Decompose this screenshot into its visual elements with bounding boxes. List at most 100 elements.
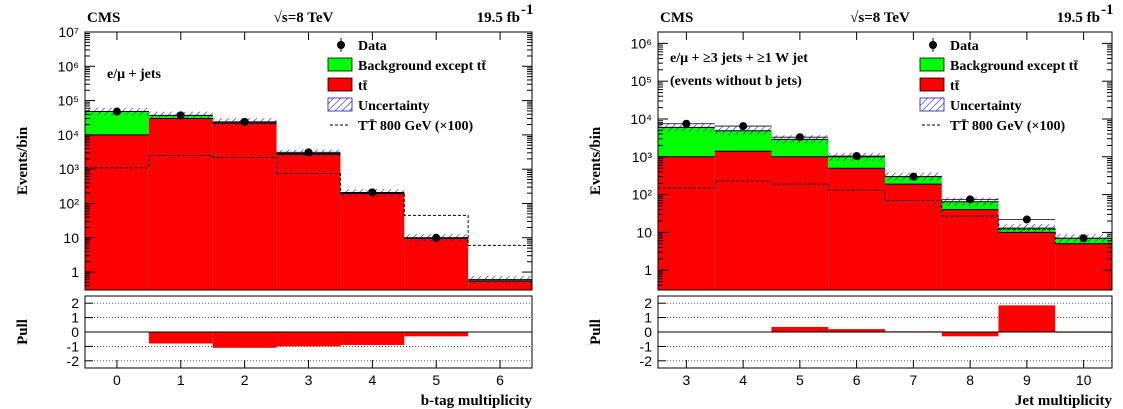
- legend-background-label: Background except tt̄: [358, 59, 487, 74]
- x-tick-label: 10: [1076, 372, 1092, 388]
- x-tick-label: 3: [682, 372, 690, 388]
- y-tick-label: 10: [63, 230, 79, 246]
- x-tick-label: 5: [796, 372, 804, 388]
- data-point-0: [112, 107, 121, 116]
- data-point-2: [240, 117, 249, 126]
- x-tick-label: 2: [241, 372, 249, 388]
- data-point-9: [1022, 215, 1031, 224]
- energy-label: √s=8 TeV: [850, 10, 910, 26]
- cms-label: CMS: [660, 10, 693, 26]
- legend-background-swatch: [919, 57, 945, 72]
- ttbar-bar-5: [771, 156, 829, 290]
- ttbar-bar-4: [714, 151, 772, 290]
- y-tick-label: 10⁷: [58, 24, 79, 40]
- y-tick-label: 10⁵: [631, 73, 652, 89]
- y-tick-label: 10: [636, 224, 652, 240]
- ttbar-bar-10: [1055, 243, 1112, 290]
- data-point-3: [682, 119, 691, 128]
- legend-background-label: Background except tt̄: [950, 59, 1079, 74]
- y-axis-label: Events/bin: [15, 126, 31, 195]
- legend-uncertainty-swatch: [919, 97, 945, 112]
- background-bar-4: [714, 130, 772, 152]
- pull-bar-8: [941, 332, 999, 337]
- data-point-1: [176, 111, 185, 120]
- lumi-exponent: -1: [521, 2, 534, 18]
- data-point-5: [432, 233, 441, 242]
- ttbar-bar-3: [658, 156, 715, 290]
- y-tick-label: 10²: [59, 195, 80, 211]
- y-tick-label: 10²: [632, 187, 653, 203]
- x-tick-label: 1: [177, 372, 185, 388]
- pull-tick-label: 0: [71, 324, 79, 340]
- selection-text: e/μ + jets: [107, 67, 162, 82]
- y-tick-label: 10³: [59, 161, 80, 177]
- pull-tick-label: -2: [640, 353, 653, 369]
- selection-text: (events without b jets): [670, 74, 802, 89]
- pull-bar-9: [998, 305, 1056, 332]
- y-axis-label: Events/bin: [588, 126, 604, 195]
- pull-tick-label: 1: [71, 310, 79, 326]
- legend-signal-label: TT̄ 800 GeV (×100): [950, 119, 1066, 134]
- signal-line: [85, 155, 532, 246]
- y-tick-label: 10⁶: [58, 58, 79, 74]
- uncertainty-band-4: [714, 126, 772, 135]
- background-bar-6: [828, 156, 885, 169]
- pull-bar-3: [276, 332, 341, 347]
- y-tick-label: 10³: [632, 149, 653, 165]
- uncertainty-band-6: [468, 275, 532, 284]
- pull-axis-label: Pull: [15, 319, 31, 345]
- pull-axis-label: Pull: [588, 319, 604, 345]
- x-tick-label: 7: [909, 372, 917, 388]
- y-tick-label: 1: [644, 262, 652, 278]
- pull-tick-label: -1: [640, 338, 653, 354]
- data-point-3: [304, 148, 313, 157]
- data-point-5: [795, 133, 804, 142]
- x-tick-label: 0: [113, 372, 121, 388]
- pull-tick-label: -2: [67, 353, 80, 369]
- pull-tick-label: 0: [644, 324, 652, 340]
- pull-bar-6: [828, 329, 885, 332]
- ttbar-bar-6: [468, 280, 532, 290]
- pull-bar-1: [148, 332, 213, 344]
- data-point-10: [1079, 234, 1088, 243]
- lumi-exponent: -1: [1101, 2, 1114, 18]
- ttbar-bar-9: [998, 232, 1056, 290]
- pull-bar-2: [212, 332, 277, 348]
- ttbar-bar-6: [828, 168, 885, 290]
- pull-bar-5: [771, 326, 829, 332]
- main-plot-frame: [657, 31, 1113, 291]
- legend-uncertainty-label: Uncertainty: [358, 99, 430, 114]
- data-point-4: [368, 188, 377, 197]
- ttbar-bar-5: [404, 238, 469, 290]
- data-point-4: [739, 122, 748, 131]
- x-tick-label: 5: [432, 372, 440, 388]
- legend-ttbar-swatch: [919, 77, 945, 92]
- data-point-8: [966, 195, 975, 204]
- legend-ttbar-swatch: [327, 77, 353, 92]
- x-axis-label: Jet multiplicity: [1015, 393, 1113, 409]
- ttbar-bar-7: [885, 184, 942, 290]
- pull-bar-5: [404, 332, 469, 337]
- pull-tick-label: 2: [71, 295, 79, 311]
- legend-data-label: Data: [950, 39, 979, 54]
- legend-signal-label: TT̄ 800 GeV (×100): [358, 119, 474, 134]
- pull-tick-label: -1: [67, 338, 80, 354]
- legend-uncertainty-swatch: [327, 97, 353, 112]
- uncertainty-band-9: [998, 224, 1056, 233]
- x-tick-label: 4: [739, 372, 747, 388]
- cms-label: CMS: [87, 10, 120, 26]
- legend-ttbar-label: tt̄: [358, 79, 368, 94]
- x-tick-label: 6: [496, 372, 504, 388]
- x-tick-label: 3: [305, 372, 313, 388]
- selection-text: e/μ + ≥3 jets + ≥1 W jet: [670, 51, 808, 66]
- y-tick-label: 10⁵: [58, 93, 79, 109]
- ttbar-bar-0: [85, 134, 149, 290]
- y-tick-label: 10⁴: [630, 111, 652, 127]
- x-tick-label: 9: [1023, 372, 1031, 388]
- ttbar-bar-3: [276, 154, 341, 290]
- pull-bar-4: [340, 332, 405, 345]
- data-point-7: [909, 172, 918, 181]
- signal-line: [658, 180, 1112, 245]
